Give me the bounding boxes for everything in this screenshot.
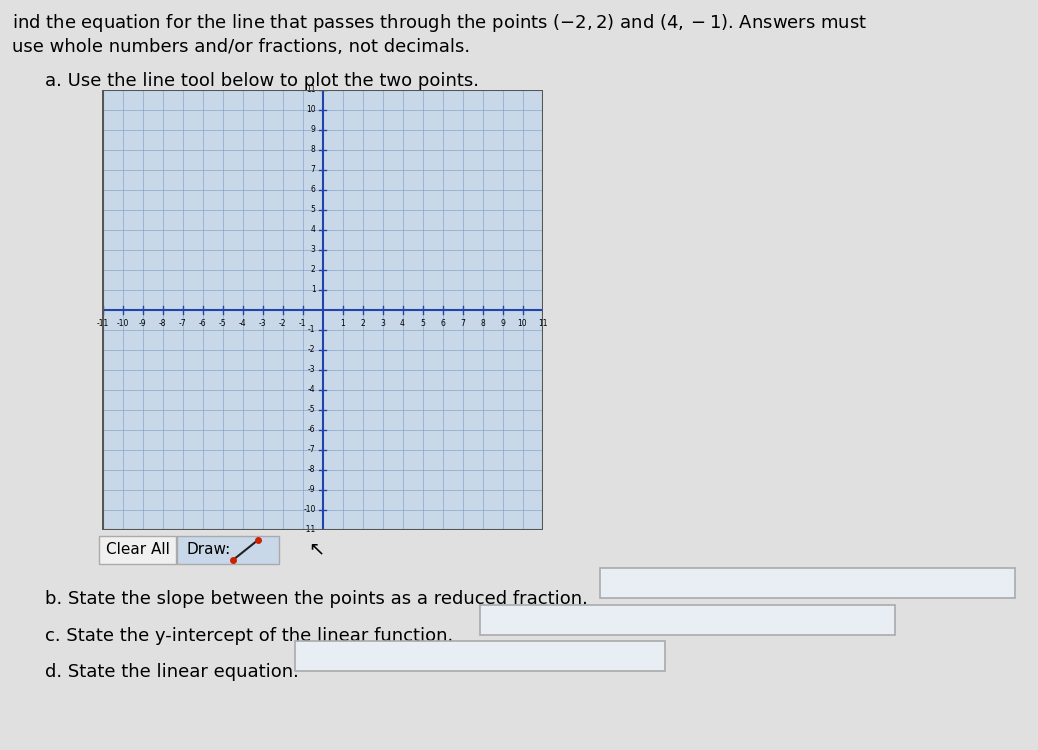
Text: 5: 5 [310,206,316,214]
Text: -5: -5 [219,319,226,328]
Text: 8: 8 [481,319,485,328]
Text: 10: 10 [518,319,527,328]
Text: b. State the slope between the points as a reduced fraction.: b. State the slope between the points as… [45,590,588,608]
Text: ↖: ↖ [308,539,324,558]
Text: -7: -7 [308,446,316,454]
Text: 3: 3 [310,245,316,254]
Text: 6: 6 [440,319,445,328]
Text: -2: -2 [308,346,316,355]
Text: -3: -3 [258,319,267,328]
Text: -4: -4 [239,319,246,328]
Text: 9: 9 [500,319,504,328]
Text: a. Use the line tool below to plot the two points.: a. Use the line tool below to plot the t… [45,72,479,90]
Text: -4: -4 [308,386,316,394]
Text: -10: -10 [303,506,316,515]
Text: 7: 7 [310,166,316,175]
Text: -1: -1 [308,326,316,334]
Text: 4: 4 [400,319,405,328]
Text: 1: 1 [340,319,345,328]
Text: 11: 11 [306,86,316,94]
Text: -8: -8 [308,466,316,475]
Text: use whole numbers and/or fractions, not decimals.: use whole numbers and/or fractions, not … [12,38,470,56]
Text: -9: -9 [308,485,316,494]
Text: Clear All: Clear All [106,542,169,557]
Text: -6: -6 [308,425,316,434]
FancyBboxPatch shape [480,605,895,635]
FancyBboxPatch shape [99,536,176,564]
Text: -8: -8 [159,319,166,328]
Text: 9: 9 [310,125,316,134]
Text: -2: -2 [279,319,286,328]
FancyBboxPatch shape [295,641,665,671]
Text: Draw:: Draw: [186,542,230,557]
Text: -11: -11 [303,526,316,535]
Text: 11: 11 [538,319,547,328]
Text: -10: -10 [116,319,129,328]
Text: 4: 4 [310,226,316,235]
Text: 8: 8 [310,146,316,154]
FancyBboxPatch shape [600,568,1015,598]
Text: -5: -5 [308,406,316,415]
Text: ind the equation for the line that passes through the points $(-2, 2)$ and $(4, : ind the equation for the line that passe… [12,12,868,34]
Text: c. State the y-intercept of the linear function.: c. State the y-intercept of the linear f… [45,627,454,645]
Text: -7: -7 [179,319,186,328]
Text: -11: -11 [97,319,109,328]
FancyBboxPatch shape [177,536,279,564]
Text: 2: 2 [310,266,316,274]
Text: 2: 2 [360,319,365,328]
Text: -9: -9 [139,319,146,328]
Text: d. State the linear equation.: d. State the linear equation. [45,663,299,681]
Text: 7: 7 [460,319,465,328]
Text: -3: -3 [308,365,316,374]
Text: 5: 5 [420,319,425,328]
Text: 1: 1 [310,286,316,295]
Text: -6: -6 [198,319,207,328]
Text: 6: 6 [310,185,316,194]
Text: 3: 3 [380,319,385,328]
Text: 10: 10 [306,106,316,115]
Text: -1: -1 [299,319,306,328]
